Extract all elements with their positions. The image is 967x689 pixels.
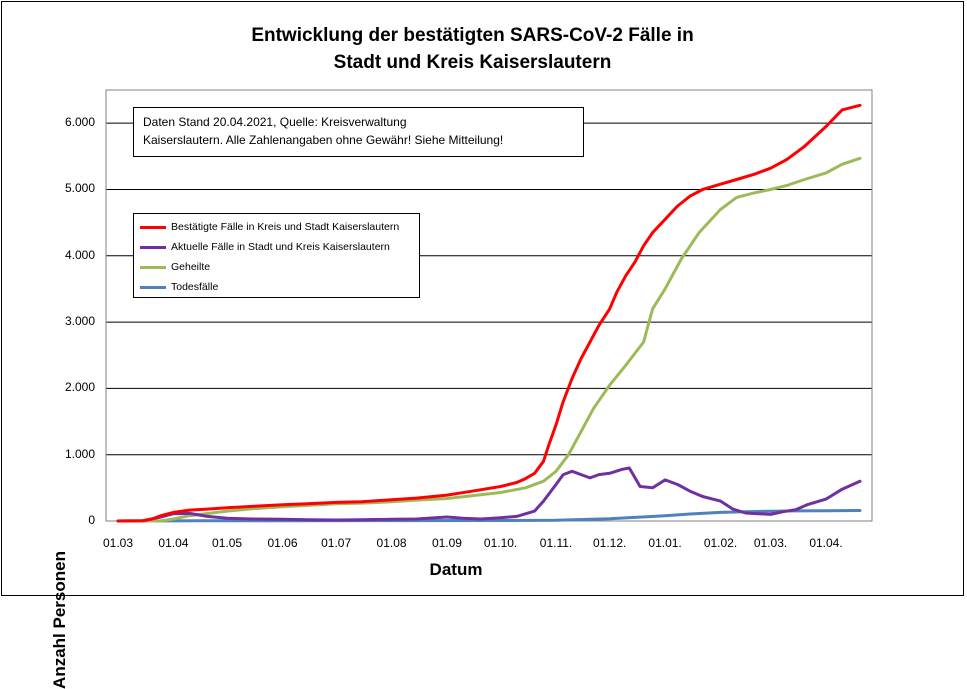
chart-title-line2: Stadt und Kreis Kaiserslautern [333, 52, 612, 73]
x-tick-label-1: 01.04 [158, 536, 189, 550]
x-tick-label-11: 01.02. [703, 536, 738, 550]
x-tick-label-0: 01.03 [102, 536, 134, 550]
x-tick-label-3: 01.06 [267, 536, 298, 550]
chart-title: Entwicklung der bestätigten SARS-CoV-2 F… [0, 22, 945, 76]
x-tick-label-9: 01.12. [592, 536, 627, 550]
x-axis-label: Datum [429, 560, 483, 579]
y-tick-label-1: 1.000 [64, 446, 95, 461]
y-tick-label-2: 2.000 [64, 380, 95, 395]
legend: Bestätigte Fälle in Kreis und Stadt Kais… [133, 213, 420, 298]
x-tick-label-12: 01.03. [753, 536, 788, 550]
legend-label-recovered: Geheilte [171, 261, 211, 273]
y-tick-label-5: 5.000 [64, 181, 95, 196]
x-tick-label-7: 01.10. [483, 536, 518, 550]
note-line1: Daten Stand 20.04.2021, Quelle: Kreisver… [143, 115, 407, 129]
legend-item-active: Aktuelle Fälle in Stadt und Kreis Kaiser… [140, 240, 390, 254]
x-tick-label-8: 01.11. [539, 536, 573, 550]
y-tick-label-0: 0 [88, 513, 95, 527]
legend-swatch-active [140, 245, 166, 249]
series-line-1 [116, 466, 862, 523]
series-lines [116, 103, 862, 523]
legend-item-confirmed: Bestätigte Fälle in Kreis und Stadt Kais… [140, 220, 399, 234]
y-tick-label-3: 3.000 [64, 314, 95, 329]
x-tick-label-6: 01.09 [431, 536, 462, 550]
legend-swatch-deaths [140, 285, 166, 289]
y-tick-label-4: 4.000 [64, 247, 95, 262]
data-source-note: Daten Stand 20.04.2021, Quelle: Kreisver… [133, 107, 584, 157]
x-tick-label-4: 01.07 [321, 536, 352, 550]
legend-label-confirmed: Bestätigte Fälle in Kreis und Stadt Kais… [171, 221, 400, 233]
legend-label-active: Aktuelle Fälle in Stadt und Kreis Kaiser… [171, 241, 390, 253]
legend-swatch-confirmed [140, 225, 166, 229]
legend-item-recovered: Geheilte [140, 260, 210, 274]
plot-area [105, 89, 873, 523]
chart-title-line1: Entwicklung der bestätigten SARS-CoV-2 F… [251, 25, 694, 46]
series-line-2 [116, 156, 862, 523]
series-line-0 [116, 103, 862, 523]
chart-frame [1, 1, 964, 596]
legend-swatch-recovered [140, 265, 166, 269]
y-tick-label-6: 6.000 [64, 115, 95, 130]
x-tick-label-10: 01.01. [648, 536, 682, 550]
legend-label-deaths: Todesfälle [171, 281, 219, 293]
legend-item-deaths: Todesfälle [140, 280, 218, 294]
x-tick-label-2: 01.05 [212, 536, 243, 550]
note-line2: Kaiserslautern. Alle Zahlenangaben ohne … [143, 133, 504, 147]
x-tick-label-5: 01.08 [376, 536, 407, 550]
x-tick-label-13: 01.04. [809, 536, 843, 550]
